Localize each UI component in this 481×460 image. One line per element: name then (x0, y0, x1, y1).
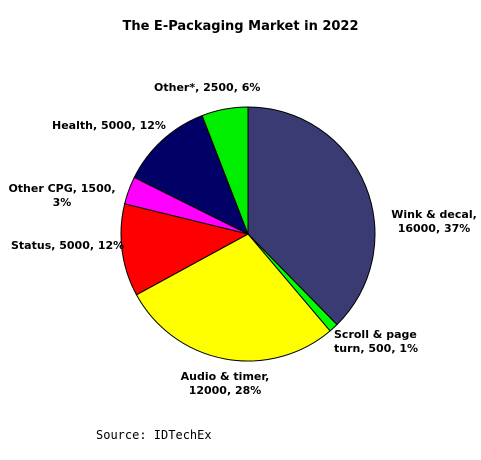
pie-slice-other (201, 106, 249, 235)
slice-label-audio-timer: Audio & timer, 12000, 28% (180, 370, 270, 397)
pie-slice-wink-decal (247, 106, 376, 326)
slice-label-health: Health, 5000, 12% (52, 119, 166, 132)
chart-title: The E-Packaging Market in 2022 (122, 19, 359, 34)
pie-slice-health (133, 114, 249, 236)
pie-slice-audio-timer (135, 233, 331, 362)
source-note: Source: IDTechEx (96, 428, 212, 442)
slice-label-scroll-page-turn: Scroll & page turn, 500, 1% (334, 328, 418, 355)
slice-label-other: Other*, 2500, 6% (154, 81, 261, 94)
slice-label-status: Status, 5000, 12% (11, 239, 125, 252)
slice-label-wink-decal: Wink & decal, 16000, 37% (391, 208, 477, 235)
slice-label-other-cpg: Other CPG, 1500, 3% (8, 182, 116, 209)
